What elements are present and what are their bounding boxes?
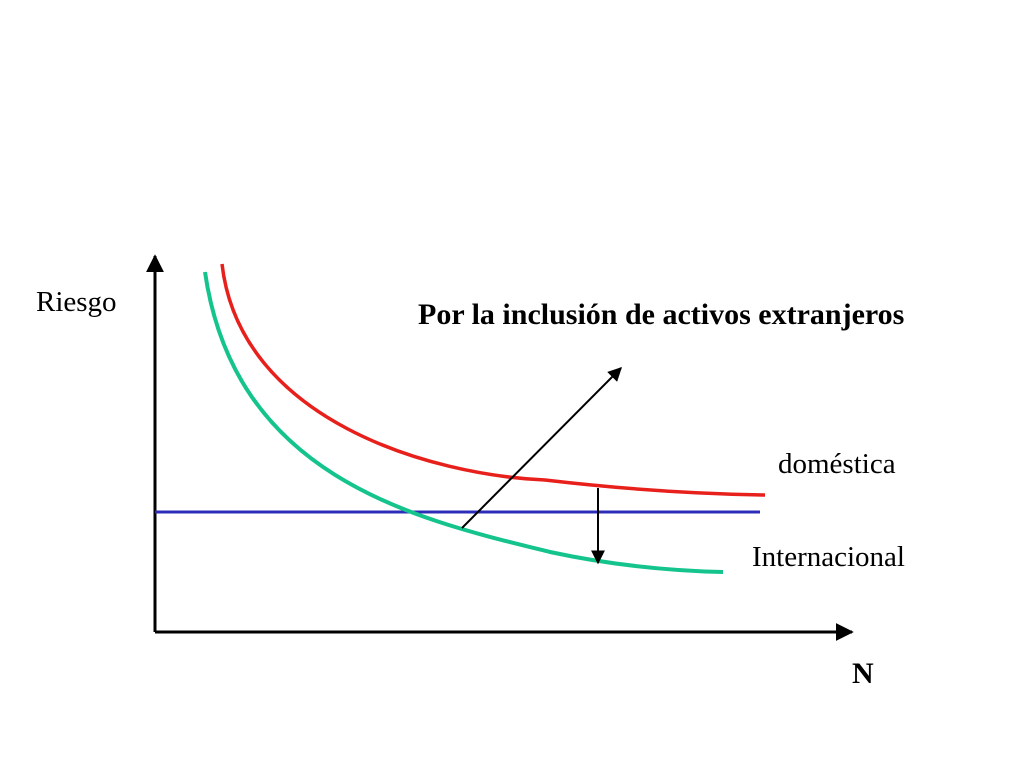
y-axis-label: Riesgo bbox=[36, 286, 117, 318]
series-label-domestica: doméstica bbox=[778, 448, 896, 480]
series-label-internacional: Internacional bbox=[752, 541, 905, 573]
annotation-arrow bbox=[461, 367, 622, 529]
series-internacional-curve bbox=[203, 271, 724, 574]
annotation-text: Por la inclusión de activos extranjeros bbox=[418, 298, 905, 331]
x-axis-label: N bbox=[852, 657, 874, 690]
series-domestica-curve bbox=[220, 263, 766, 497]
